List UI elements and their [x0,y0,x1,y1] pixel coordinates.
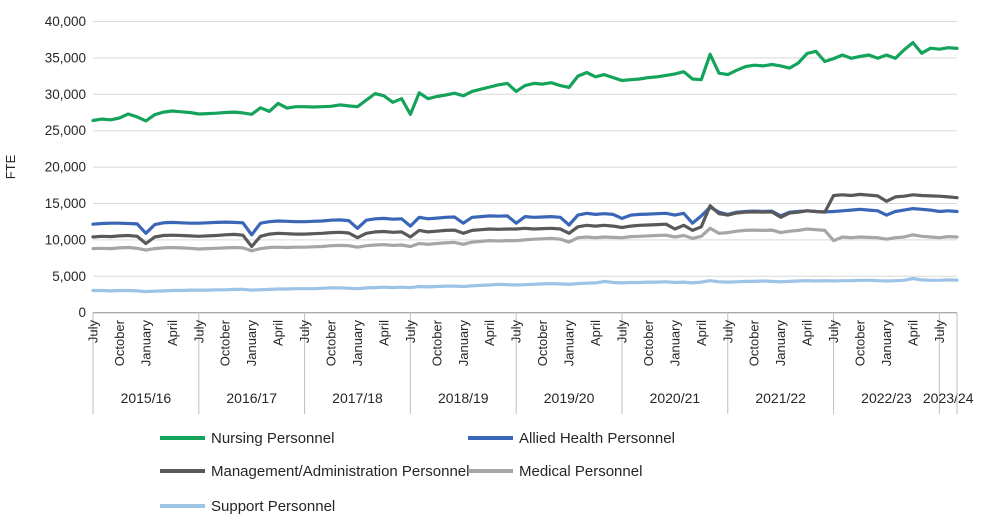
x-axis-month-label: July [191,320,206,344]
x-axis-month-label: January [456,320,471,367]
legend-item-medical-personnel: Medical Personnel [468,462,643,480]
legend-item-management-administration-personnel: Management/Administration Personnel [160,462,470,480]
x-axis-month-label: January [879,320,894,367]
x-axis-month-label: July [509,320,524,344]
x-axis-year-label: 2023/24 [923,390,974,406]
legend-item-support-personnel: Support Personnel [160,497,336,515]
x-axis-year-label: 2022/23 [861,390,912,406]
x-axis-month-label: July [826,320,841,344]
legend-swatch-nursing-personnel [160,436,205,440]
x-axis-month-label: October [324,319,339,366]
legend-label-nursing-personnel: Nursing Personnel [211,429,335,447]
x-axis-month-label: January [667,320,682,367]
legend-item-nursing-personnel: Nursing Personnel [160,429,335,447]
x-axis-year-label: 2016/17 [226,390,277,406]
y-axis-tick-label: 35,000 [45,50,86,65]
fte-line-chart: 0 5,000 10,000 15,000 20,000 25,000 30,000 35,0… [3,14,974,414]
y-axis-tick-label: 20,000 [45,160,86,175]
legend-label-medical-personnel: Medical Personnel [519,462,643,480]
y-axis-tick-label: 25,000 [45,123,86,138]
x-axis-month-label: July [932,320,947,344]
x-axis-month-label: January [773,320,788,367]
x-axis-month-label: April [694,320,709,346]
x-axis-year-label: 2019/20 [544,390,595,406]
y-axis-tick-label: 5,000 [52,269,86,284]
x-axis-month-label: July [720,320,735,344]
legend-item-allied-health-personnel: Allied Health Personnel [468,429,675,447]
x-axis-month-label: January [350,320,365,367]
x-axis-month-label: October [218,319,233,366]
x-axis-year-label: 2021/22 [755,390,806,406]
series-line-medical-personnel [91,226,959,253]
y-axis-tick-label: 10,000 [45,232,86,247]
x-axis-year-label: 2020/21 [650,390,701,406]
x-axis-month-label: April [482,320,497,346]
x-axis-month-label: January [244,320,259,367]
series-line-support-personnel [91,276,959,294]
x-axis-year-label: 2018/19 [438,390,489,406]
x-axis-month-label: April [905,320,920,346]
x-axis-month-label: July [297,320,312,344]
y-axis-tick-label: 0 [78,305,86,320]
x-axis-month-label: April [588,320,603,346]
x-axis-month-label: April [376,320,391,346]
legend-label-management-administration-personnel: Management/Administration Personnel [211,462,470,480]
y-axis-tick-label: 30,000 [45,87,86,102]
x-axis-month-label: January [562,320,577,367]
x-axis-month-label: April [165,320,180,346]
x-axis-year-label: 2017/18 [332,390,383,406]
legend-label-allied-health-personnel: Allied Health Personnel [519,429,675,447]
x-axis-month-label: July [86,320,101,344]
legend-swatch-support-personnel [160,504,205,508]
x-axis-month-label: October [535,319,550,366]
series-line-nursing-personnel [91,40,959,123]
x-axis-month-label: October [853,319,868,366]
x-axis-month-label: July [403,320,418,344]
y-axis-title: FTE [3,154,18,179]
series-line-management-administration-personnel [91,192,959,249]
y-axis-tick-label: 15,000 [45,196,86,211]
series-line-allied-health-personnel [91,205,959,237]
legend-swatch-allied-health-personnel [468,436,513,440]
x-axis-month-label: January [138,320,153,367]
x-axis-month-label: October [112,319,127,366]
x-axis-year-label: 2015/16 [121,390,172,406]
x-axis-month-label: October [429,319,444,366]
legend-label-support-personnel: Support Personnel [211,497,336,515]
y-axis-tick-label: 40,000 [45,14,86,29]
x-axis-month-label: October [747,319,762,366]
legend-swatch-medical-personnel [468,469,513,473]
x-axis-month-label: July [614,320,629,344]
legend-swatch-management-administration-personnel [160,469,205,473]
x-axis-month-label: October [641,319,656,366]
x-axis-month-label: April [271,320,286,346]
x-axis-month-label: April [800,320,815,346]
